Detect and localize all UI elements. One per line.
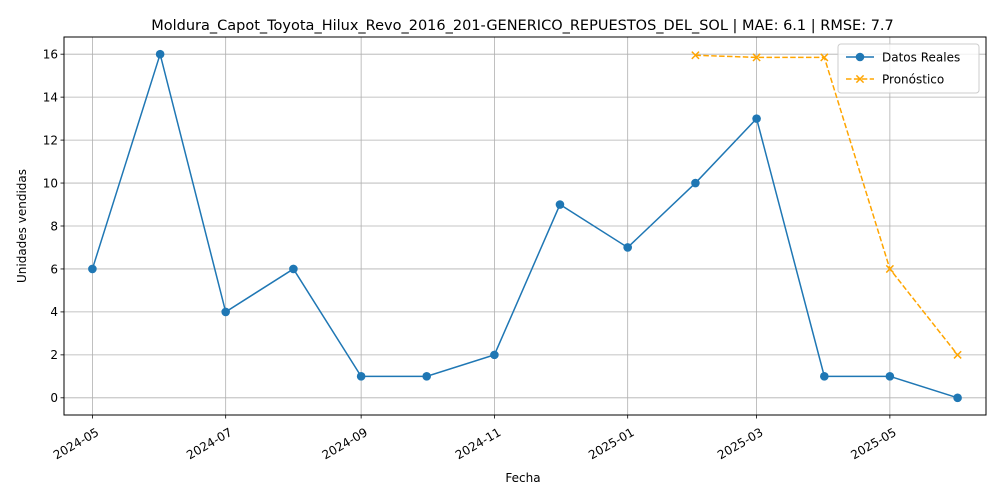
data-point: [691, 178, 700, 188]
x-axis: 2024-05 2024-07 2024-09 2024-11 2025-01 2025-…: [51, 415, 899, 462]
legend: Datos Reales Pronóstico: [837, 43, 980, 94]
data-point: [820, 53, 829, 62]
data-point: [885, 372, 895, 381]
x-tick-label: 2025-05: [848, 425, 898, 462]
data-point: [885, 264, 894, 274]
data-point: [953, 350, 962, 359]
data-point: [289, 264, 298, 274]
chart-title: Moldura_Capot_Toyota_Hilux_Revo_2016_201…: [151, 18, 894, 34]
data-point: [953, 393, 962, 403]
y-axis-label: Unidades vendidas: [15, 169, 29, 283]
x-tick-label: 2025-03: [715, 425, 765, 462]
y-tick-label: 16: [43, 47, 58, 61]
x-tick-label: 2025-01: [586, 425, 636, 462]
series-group: [88, 49, 962, 403]
y-tick-label: 12: [43, 133, 58, 147]
legend-label: Datos Reales: [882, 50, 960, 64]
grid: [64, 37, 986, 415]
y-tick-label: 14: [43, 90, 58, 104]
legend-marker: [855, 52, 865, 62]
series-line-1: [695, 54, 959, 356]
legend-marker: [855, 74, 865, 84]
data-point: [356, 372, 366, 381]
x-tick-label: 2024-11: [453, 425, 503, 462]
data-point: [820, 372, 829, 381]
plot-frame: [63, 36, 987, 416]
y-tick-label: 8: [50, 219, 58, 233]
data-point: [555, 200, 565, 209]
x-axis-label: Fecha: [505, 471, 540, 485]
data-point: [623, 243, 632, 252]
data-point: [490, 350, 499, 360]
x-tick-label: 2024-07: [184, 425, 234, 462]
data-point: [422, 372, 431, 381]
data-point: [691, 51, 700, 60]
data-point: [221, 307, 230, 317]
series-line-0: [91, 51, 958, 399]
y-tick-label: 10: [43, 176, 58, 190]
x-tick-label: 2024-09: [320, 425, 370, 462]
y-axis: 0 2 4 6 8 10 12 14 16: [43, 47, 64, 405]
legend-label: Pronóstico: [882, 72, 944, 86]
y-tick-label: 2: [50, 348, 58, 362]
y-tick-label: 0: [50, 391, 58, 405]
data-point: [752, 53, 761, 62]
y-tick-label: 6: [50, 262, 58, 276]
data-point: [155, 49, 165, 59]
data-point: [88, 264, 97, 274]
x-tick-label: 2024-05: [51, 425, 101, 462]
data-point: [752, 114, 761, 123]
y-tick-label: 4: [50, 305, 58, 319]
